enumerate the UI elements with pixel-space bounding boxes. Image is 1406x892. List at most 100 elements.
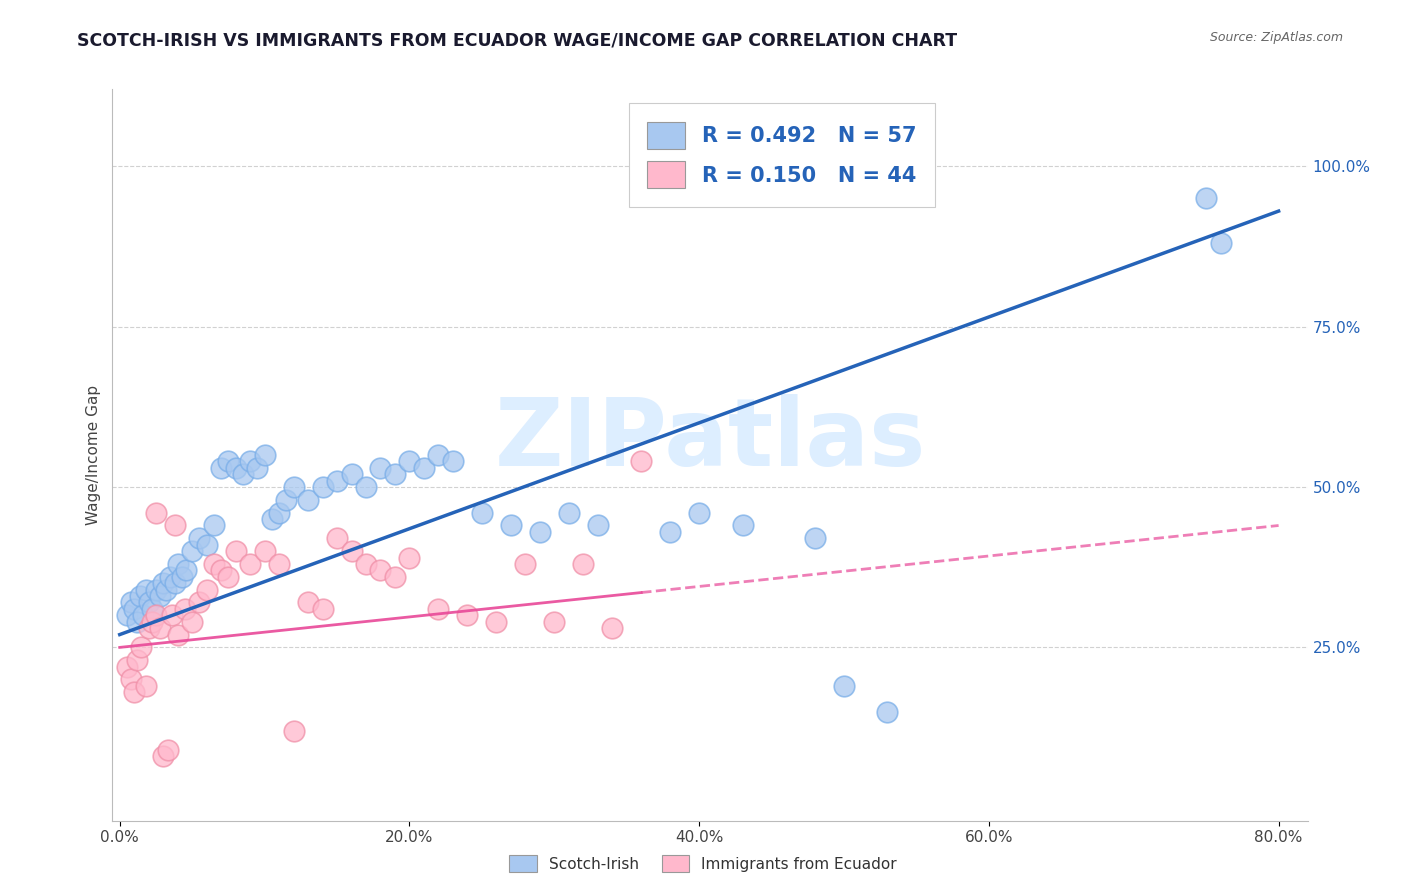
Point (239, 454, 262, 468)
Text: ZIPatlas: ZIPatlas (495, 394, 925, 486)
Point (166, 627, 188, 641)
Point (195, 582, 218, 597)
Point (160, 608, 183, 623)
Point (159, 570, 181, 584)
Point (122, 685, 145, 699)
Point (398, 454, 420, 468)
Point (688, 506, 710, 520)
Point (120, 595, 142, 609)
Point (129, 589, 152, 603)
Point (155, 582, 177, 597)
Point (120, 673, 142, 687)
Point (586, 518, 609, 533)
Point (485, 615, 508, 629)
Point (398, 550, 420, 565)
Point (283, 723, 305, 738)
Point (384, 570, 406, 584)
Point (149, 621, 172, 635)
Point (174, 602, 197, 616)
Point (253, 448, 276, 462)
Point (135, 582, 157, 597)
Point (131, 640, 153, 655)
Point (876, 705, 898, 719)
Point (832, 679, 855, 693)
Point (354, 480, 377, 494)
Point (163, 518, 186, 533)
Point (181, 544, 204, 558)
Point (260, 512, 283, 526)
Point (441, 454, 464, 468)
Point (499, 518, 522, 533)
Point (267, 557, 290, 571)
Point (135, 679, 157, 693)
Point (115, 659, 138, 673)
Point (166, 557, 188, 571)
Point (267, 506, 290, 520)
Point (181, 615, 204, 629)
Point (340, 467, 363, 482)
Point (311, 480, 333, 494)
Point (225, 544, 247, 558)
Point (209, 563, 232, 577)
Point (384, 467, 406, 482)
Point (232, 467, 254, 482)
Point (145, 608, 167, 623)
Text: SCOTCH-IRISH VS IMMIGRANTS FROM ECUADOR WAGE/INCOME GAP CORRELATION CHART: SCOTCH-IRISH VS IMMIGRANTS FROM ECUADOR … (77, 31, 957, 49)
Text: Source: ZipAtlas.com: Source: ZipAtlas.com (1209, 31, 1343, 45)
Point (427, 602, 450, 616)
Point (176, 563, 198, 577)
Point (1209, 236, 1232, 251)
Point (132, 608, 155, 623)
Point (659, 524, 682, 539)
Point (297, 595, 319, 609)
Point (195, 538, 218, 552)
Point (370, 563, 392, 577)
Point (141, 602, 163, 616)
Point (209, 460, 232, 475)
Legend: Scotch-Irish, Immigrants from Ecuador: Scotch-Irish, Immigrants from Ecuador (502, 847, 904, 880)
Point (427, 448, 450, 462)
Point (170, 570, 193, 584)
Point (600, 621, 623, 635)
Point (188, 532, 211, 546)
Point (340, 544, 363, 558)
Legend: R = 0.492   N = 57, R = 0.150   N = 44: R = 0.492 N = 57, R = 0.150 N = 44 (628, 103, 935, 207)
Point (731, 518, 754, 533)
Point (149, 589, 172, 603)
Point (311, 602, 333, 616)
Point (127, 653, 149, 667)
Point (141, 615, 163, 629)
Point (326, 474, 349, 488)
Point (188, 595, 211, 609)
Point (471, 506, 494, 520)
Point (152, 749, 174, 764)
Point (253, 544, 276, 558)
Point (558, 506, 581, 520)
Point (122, 602, 145, 616)
Point (115, 608, 138, 623)
Point (804, 532, 827, 546)
Point (1195, 191, 1218, 205)
Point (297, 492, 319, 507)
Point (515, 557, 537, 571)
Point (283, 480, 305, 494)
Point (630, 454, 652, 468)
Point (217, 454, 239, 468)
Y-axis label: Wage/Income Gap: Wage/Income Gap (86, 384, 101, 525)
Point (413, 460, 436, 475)
Point (156, 743, 179, 757)
Point (572, 557, 595, 571)
Point (163, 576, 186, 591)
Point (145, 506, 167, 520)
Point (276, 492, 298, 507)
Point (543, 615, 565, 629)
Point (370, 460, 392, 475)
Point (217, 570, 239, 584)
Point (152, 576, 174, 591)
Point (138, 621, 160, 635)
Point (354, 557, 377, 571)
Point (225, 460, 247, 475)
Point (326, 532, 349, 546)
Point (202, 557, 225, 571)
Point (529, 524, 551, 539)
